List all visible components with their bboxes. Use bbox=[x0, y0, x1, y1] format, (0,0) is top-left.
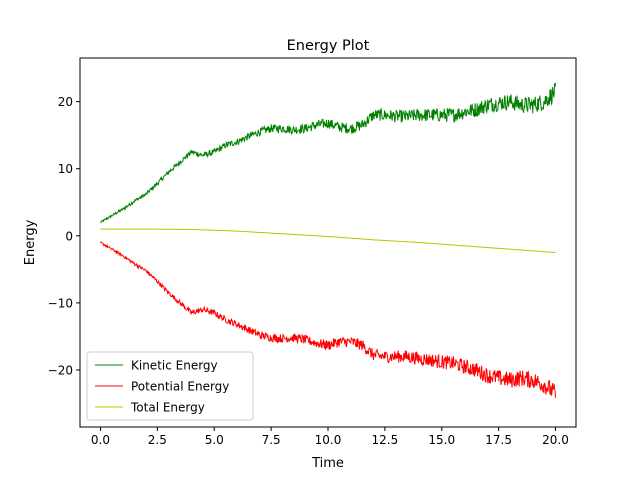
legend-label: Potential Energy bbox=[131, 380, 229, 394]
y-tick-label: −20 bbox=[48, 363, 73, 377]
x-tick-label: 15.0 bbox=[428, 433, 455, 447]
chart-title: Energy Plot bbox=[287, 38, 370, 54]
x-tick-label: 20.0 bbox=[542, 433, 569, 447]
y-tick-label: −10 bbox=[48, 296, 73, 310]
series-lines bbox=[100, 82, 557, 398]
legend-box bbox=[86, 351, 254, 421]
y-tick-label: 10 bbox=[58, 162, 73, 176]
legend: Kinetic Energy Potential Energy Total Ener… bbox=[86, 351, 254, 421]
y-tick-label: 0 bbox=[65, 229, 73, 243]
legend-label: Total Energy bbox=[130, 401, 205, 415]
series-line-total-energy bbox=[100, 228, 556, 254]
x-tick-label: 5.0 bbox=[205, 433, 224, 447]
series-line-kinetic-energy bbox=[100, 82, 557, 224]
x-tick-label: 10.0 bbox=[315, 433, 342, 447]
x-axis-label: Time bbox=[311, 456, 344, 471]
y-axis-ticks: −20 −10 0 10 20 bbox=[48, 95, 80, 377]
x-tick-label: 0.0 bbox=[91, 433, 110, 447]
series-line-potential-energy bbox=[100, 241, 557, 398]
y-tick-label: 20 bbox=[58, 95, 73, 109]
x-tick-label: 12.5 bbox=[372, 433, 399, 447]
legend-label: Kinetic Energy bbox=[131, 359, 218, 373]
x-axis-ticks: 0.0 2.5 5.0 7.5 10.0 12.5 15.0 17.5 20.0 bbox=[91, 427, 569, 447]
x-tick-label: 17.5 bbox=[485, 433, 512, 447]
y-axis-label: Energy bbox=[23, 219, 38, 265]
x-tick-label: 7.5 bbox=[262, 433, 281, 447]
x-tick-label: 2.5 bbox=[148, 433, 167, 447]
